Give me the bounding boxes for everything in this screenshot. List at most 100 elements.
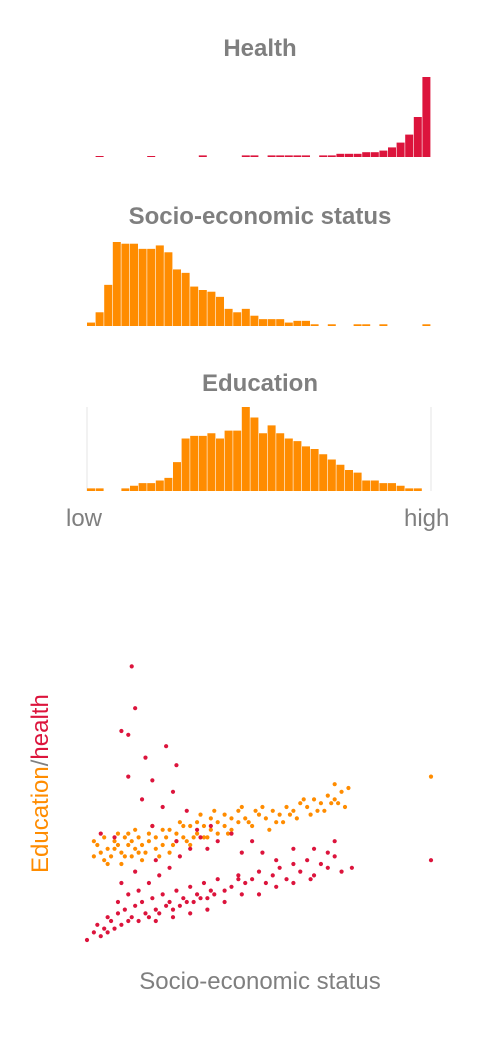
scatter-point-education bbox=[222, 812, 227, 817]
histogram-bar bbox=[173, 462, 181, 491]
histogram-bar bbox=[310, 449, 319, 491]
scatter-point-health bbox=[256, 869, 262, 874]
y-title-slash: / bbox=[27, 759, 54, 767]
scatter-point-education bbox=[298, 801, 303, 806]
scatter-point-education bbox=[225, 831, 231, 836]
histogram-bar bbox=[293, 441, 302, 491]
scatter-point-health bbox=[119, 728, 124, 734]
scatter-point-health bbox=[222, 899, 227, 905]
scatter-point-health bbox=[122, 907, 127, 912]
histogram-bar bbox=[155, 245, 164, 326]
histogram-bar bbox=[353, 324, 362, 326]
histogram-bar bbox=[405, 488, 414, 491]
scatter-point-education bbox=[339, 789, 344, 794]
education-histogram-title: Education bbox=[201, 370, 318, 397]
education-histogram bbox=[86, 407, 432, 491]
scatter-point-health bbox=[311, 846, 317, 851]
scatter-point-education bbox=[243, 816, 248, 821]
scatter-point-health bbox=[194, 892, 200, 897]
scatter-point-education bbox=[194, 831, 200, 836]
scatter-point-education bbox=[146, 839, 152, 844]
scatter-point-health bbox=[126, 892, 131, 897]
scatter-point-education bbox=[270, 808, 275, 813]
scatter-point-health bbox=[205, 896, 210, 901]
histogram-bar bbox=[241, 155, 250, 157]
scatter-point-health bbox=[167, 865, 172, 870]
scatter-point-education bbox=[181, 823, 186, 829]
histogram-bar bbox=[207, 291, 216, 326]
scatter-point-education bbox=[267, 827, 272, 832]
histogram-bar bbox=[233, 312, 242, 326]
scatter-point-education bbox=[236, 820, 241, 825]
scatter-point-health bbox=[274, 858, 279, 863]
scatter-point-health bbox=[325, 865, 330, 870]
scatter-point-education bbox=[188, 823, 193, 829]
histogram-bar bbox=[327, 324, 336, 326]
scatter-point-education bbox=[98, 850, 103, 855]
scatter-point-health bbox=[153, 918, 158, 924]
histogram-bar bbox=[241, 308, 250, 326]
scatter-point-education bbox=[291, 808, 296, 813]
y-title-health: health bbox=[27, 694, 54, 760]
scatter-point-education bbox=[146, 831, 152, 836]
scatter-point-health bbox=[260, 850, 265, 855]
scatter-point-education bbox=[139, 858, 145, 863]
scatter-point-health bbox=[150, 896, 155, 901]
scatter-point-health bbox=[157, 911, 162, 916]
histogram-bar bbox=[181, 272, 190, 326]
histogram-bar bbox=[147, 156, 156, 157]
histogram-bar bbox=[362, 152, 371, 157]
histogram-bar bbox=[87, 488, 95, 491]
histogram-bar bbox=[190, 286, 199, 326]
scatter-point-education bbox=[177, 820, 182, 825]
scatter-point-education bbox=[129, 839, 134, 844]
histogram-bar bbox=[216, 296, 224, 326]
histogram-bar bbox=[95, 488, 104, 491]
histogram-bar bbox=[284, 322, 293, 326]
scatter-point-health bbox=[263, 880, 268, 886]
scatter-point-education bbox=[256, 812, 262, 817]
histogram-bar bbox=[336, 464, 345, 491]
scatter-point-health bbox=[208, 888, 213, 893]
histogram-bar bbox=[345, 470, 353, 491]
scatter-point-education bbox=[236, 808, 241, 813]
y-title-education: Education bbox=[27, 766, 54, 873]
scatter-point-health bbox=[164, 744, 169, 749]
histogram-bar bbox=[173, 269, 181, 326]
scatter-point-education bbox=[215, 831, 220, 836]
histogram-bar bbox=[216, 438, 224, 491]
scatter-point-education bbox=[188, 842, 193, 848]
scatter-point-health bbox=[98, 934, 103, 939]
scatter-point-education bbox=[311, 797, 317, 802]
histogram-bar bbox=[259, 319, 267, 326]
scatter-point-health bbox=[160, 892, 165, 897]
scatter-point-health bbox=[143, 911, 148, 916]
histogram-bar bbox=[190, 435, 199, 491]
histogram-bar bbox=[310, 324, 319, 326]
scatter-point-health bbox=[236, 877, 241, 882]
scatter-point-health bbox=[332, 854, 337, 859]
histogram-bar bbox=[413, 117, 422, 157]
histogram-bar bbox=[207, 433, 216, 491]
scatter-point-education bbox=[284, 804, 289, 810]
scatter-point-health bbox=[243, 880, 248, 886]
scatter-point-education bbox=[133, 846, 138, 851]
scatter-point-education bbox=[239, 804, 244, 810]
histogram-bar bbox=[112, 242, 121, 326]
scatter-point-education bbox=[194, 820, 200, 825]
scatter-point-health bbox=[119, 880, 124, 886]
scatter-point-health bbox=[239, 892, 244, 897]
scatter-point-education bbox=[212, 808, 217, 813]
scatter-y-axis-title: Education/health bbox=[27, 663, 55, 873]
scatter-point-health bbox=[129, 664, 134, 669]
scatter-point-health bbox=[129, 915, 134, 920]
scatter-point-health bbox=[143, 755, 148, 760]
scatter-point-education bbox=[229, 816, 234, 821]
scatter-point-education bbox=[346, 785, 351, 791]
education-histogram-panel: Education bbox=[0, 367, 480, 497]
scatter-point-education bbox=[143, 850, 148, 855]
histogram-bar bbox=[362, 480, 371, 491]
ses-histogram-panel: Socio-economic status bbox=[0, 200, 480, 330]
scatter-point-education bbox=[164, 835, 169, 840]
scatter-point-education bbox=[205, 835, 210, 840]
